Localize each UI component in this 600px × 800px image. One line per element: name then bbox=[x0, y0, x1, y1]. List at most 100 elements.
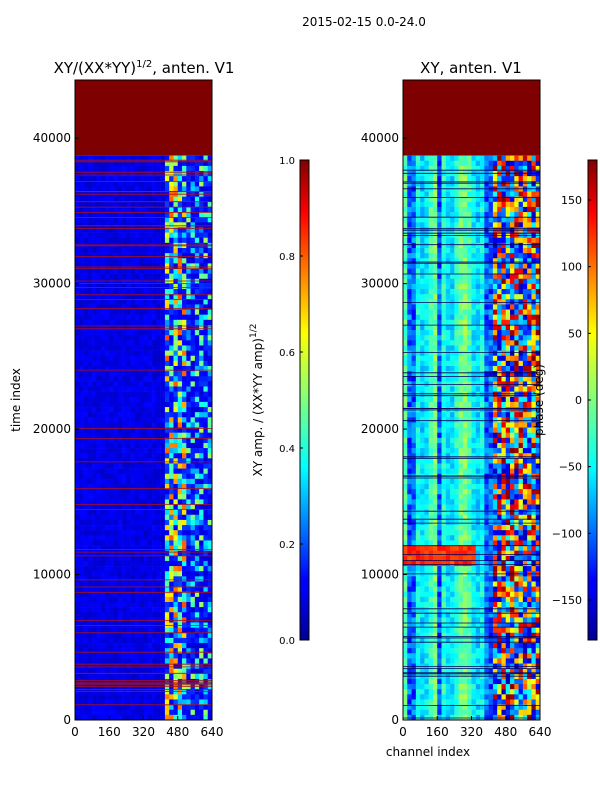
heatmap-cell bbox=[160, 514, 166, 521]
heatmap-cell bbox=[92, 591, 97, 598]
heatmap-cell bbox=[505, 196, 511, 203]
heatmap-cell bbox=[450, 335, 455, 341]
heatmap-cell bbox=[79, 458, 84, 464]
heatmap-cell bbox=[143, 340, 149, 346]
heatmap-cell bbox=[126, 412, 131, 418]
heatmap-cell bbox=[130, 160, 136, 167]
heatmap-cell bbox=[420, 242, 425, 249]
heatmap-cell bbox=[169, 509, 174, 516]
heatmap-cell bbox=[518, 314, 524, 321]
heatmap-cell bbox=[152, 432, 157, 439]
heatmap-cell bbox=[134, 458, 140, 464]
heatmap-cell bbox=[164, 289, 170, 295]
heatmap-cell bbox=[92, 181, 97, 187]
heatmap-cell bbox=[164, 581, 170, 587]
heatmap-cell bbox=[203, 571, 209, 577]
heatmap-cell bbox=[134, 417, 140, 423]
heatmap-cell bbox=[471, 217, 477, 223]
heatmap-cell bbox=[411, 365, 417, 372]
heatmap-cell bbox=[160, 371, 166, 377]
heatmap-cell bbox=[109, 422, 114, 428]
heatmap-cell bbox=[454, 253, 459, 259]
heatmap-cell bbox=[96, 335, 101, 341]
heatmap-cell bbox=[186, 581, 191, 587]
heatmap-cell bbox=[92, 330, 97, 336]
heatmap-cell bbox=[432, 206, 438, 213]
heatmap-cell bbox=[87, 181, 93, 187]
heatmap-cell bbox=[160, 473, 166, 480]
heatmap-cell bbox=[113, 648, 119, 654]
heatmap-cell bbox=[182, 673, 187, 680]
heatmap-cell bbox=[122, 545, 127, 551]
heatmap-cell bbox=[143, 504, 149, 510]
heatmap-cell bbox=[100, 381, 106, 387]
heatmap-cell bbox=[83, 386, 89, 392]
heatmap-cell bbox=[122, 381, 127, 387]
heatmap-cell bbox=[117, 504, 123, 510]
heatmap-cell bbox=[182, 596, 187, 603]
heatmap-cell bbox=[75, 309, 80, 315]
heatmap-cell bbox=[75, 602, 80, 608]
heatmap-cell bbox=[190, 355, 196, 362]
heatmap-cell bbox=[100, 222, 106, 228]
heatmap-cell bbox=[199, 576, 204, 582]
heatmap-cell bbox=[411, 155, 417, 162]
heatmap-cell bbox=[147, 463, 153, 469]
heatmap-cell bbox=[156, 155, 161, 162]
heatmap-cell bbox=[186, 278, 191, 285]
heatmap-cell bbox=[126, 483, 131, 490]
heatmap-cell bbox=[96, 263, 101, 269]
heatmap-cell bbox=[147, 227, 153, 233]
heatmap-cell bbox=[194, 206, 200, 213]
heatmap-cell bbox=[420, 206, 425, 213]
heatmap-cell bbox=[117, 253, 123, 259]
heatmap-cell bbox=[169, 330, 174, 336]
heatmap-cell bbox=[199, 483, 204, 490]
heatmap-cell bbox=[75, 576, 80, 582]
heatmap-cell bbox=[122, 273, 127, 280]
heatmap-cell bbox=[87, 571, 93, 577]
heatmap-cell bbox=[177, 283, 183, 290]
heatmap-cell bbox=[79, 566, 84, 572]
heatmap-cell bbox=[445, 247, 451, 254]
heatmap-cell bbox=[130, 324, 136, 331]
heatmap-cell bbox=[147, 560, 153, 567]
heatmap-cell bbox=[96, 473, 101, 480]
heatmap-cell bbox=[100, 335, 106, 341]
heatmap-cell bbox=[510, 273, 515, 280]
heatmap-cell bbox=[462, 299, 468, 305]
heatmap-cell bbox=[173, 463, 179, 469]
heatmap-cell bbox=[122, 396, 127, 403]
heatmap-cell bbox=[407, 319, 412, 326]
heatmap-cell bbox=[450, 294, 455, 300]
heatmap-cell bbox=[134, 330, 140, 336]
heatmap-cell bbox=[535, 165, 540, 172]
heatmap-cell bbox=[207, 227, 212, 233]
heatmap-cell bbox=[190, 289, 196, 295]
heatmap-cell bbox=[109, 714, 114, 720]
heatmap-cell bbox=[441, 283, 447, 290]
heatmap-cell bbox=[164, 468, 170, 475]
heatmap-cell bbox=[173, 514, 179, 521]
heatmap-cell bbox=[160, 602, 166, 608]
heatmap-cell bbox=[164, 714, 170, 720]
heatmap-cell bbox=[199, 253, 204, 259]
heatmap-cell bbox=[177, 412, 183, 418]
heatmap-cell bbox=[134, 432, 140, 439]
heatmap-cell bbox=[522, 283, 528, 290]
heatmap-cell bbox=[207, 519, 212, 526]
heatmap-cell bbox=[134, 704, 140, 711]
heatmap-cell bbox=[488, 242, 494, 249]
heatmap-cell bbox=[177, 504, 183, 510]
heatmap-cell bbox=[160, 519, 166, 526]
heatmap-cell bbox=[441, 165, 447, 172]
heatmap-cell bbox=[92, 299, 97, 305]
heatmap-cell bbox=[424, 258, 429, 264]
heatmap-cell bbox=[450, 237, 455, 244]
heatmap-cell bbox=[87, 704, 93, 711]
heatmap-cell bbox=[100, 591, 106, 598]
heatmap-cell bbox=[190, 258, 196, 264]
heatmap-cell bbox=[75, 222, 80, 228]
heatmap-cell bbox=[194, 217, 200, 223]
heatmap-cell bbox=[411, 201, 417, 208]
